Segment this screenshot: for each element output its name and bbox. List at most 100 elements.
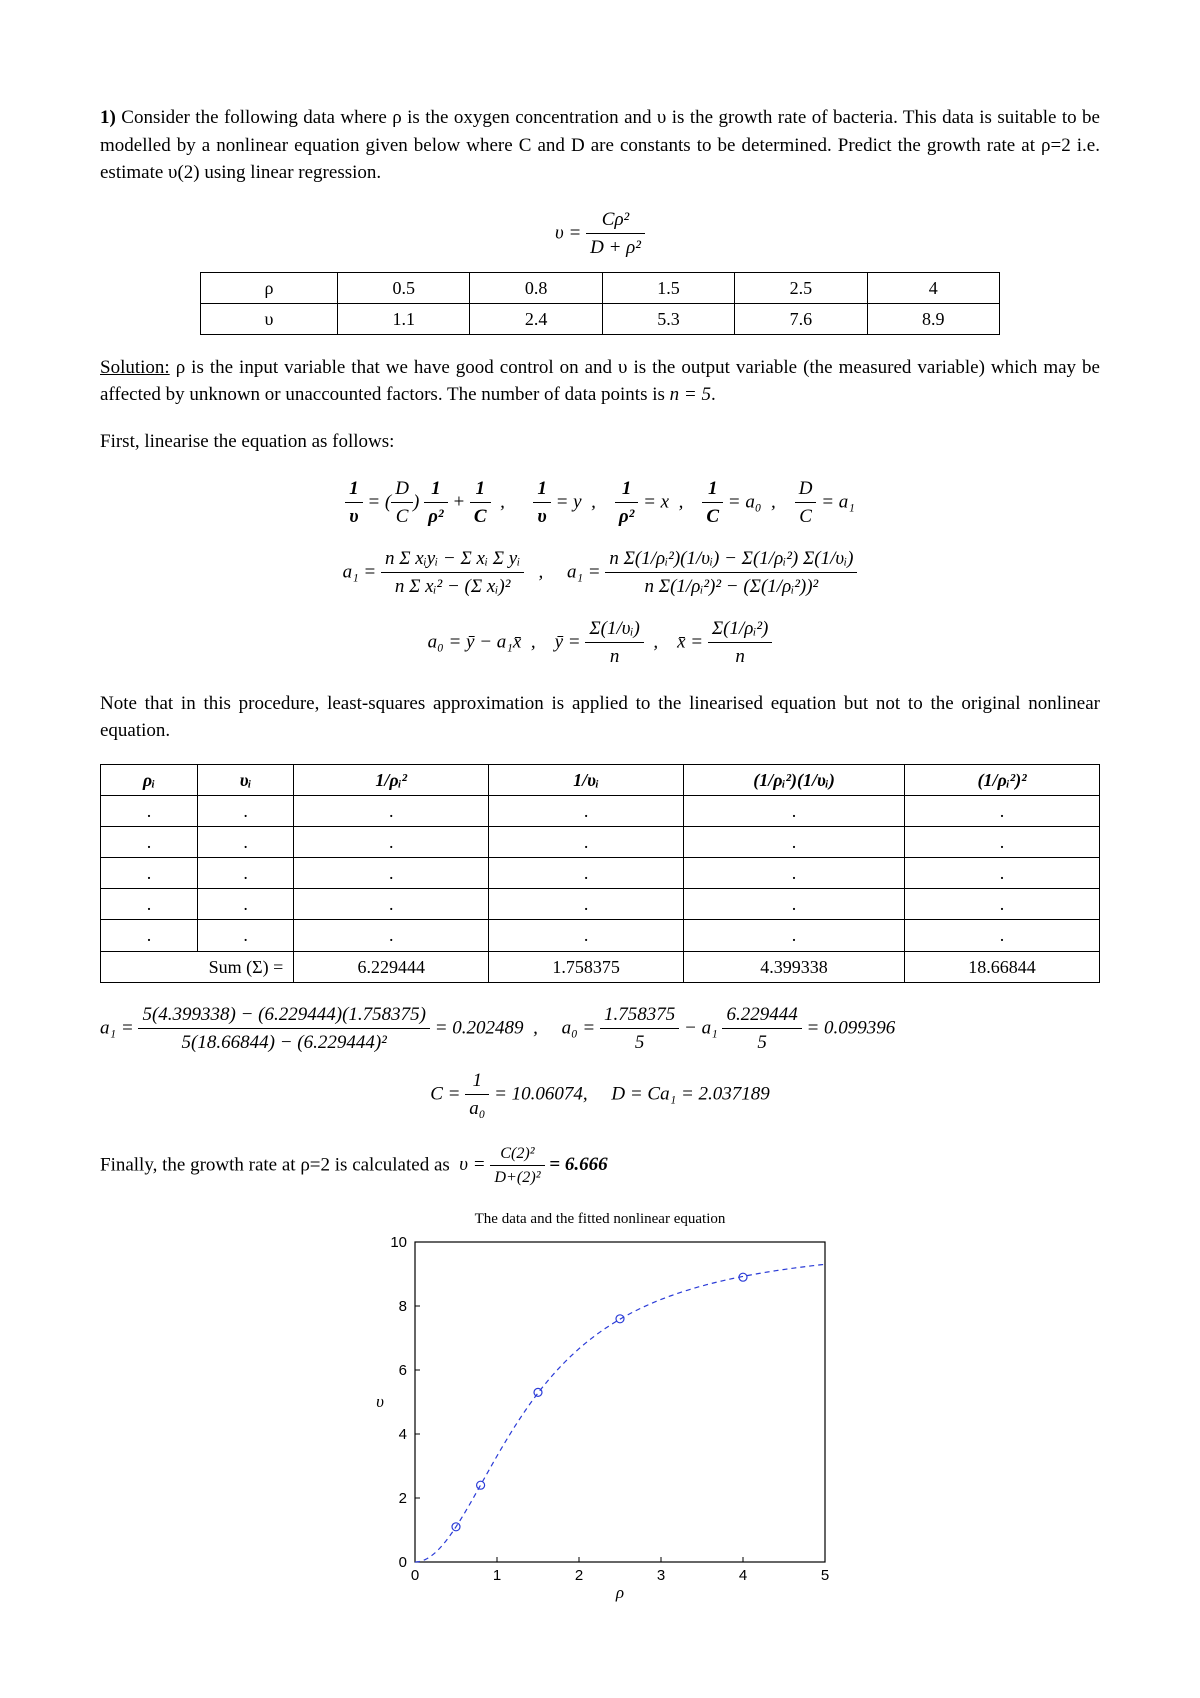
col-h: (1/ρᵢ²)²: [905, 764, 1100, 795]
fd: C: [391, 502, 413, 531]
fd: n: [585, 642, 643, 671]
val: = 10.06074,: [494, 1083, 588, 1104]
cell: 8.9: [867, 303, 999, 334]
calc-line2: C = 1a₀ = 10.06074, D = Ca₁ = 2.037189: [100, 1067, 1100, 1123]
svg-text:2: 2: [399, 1490, 407, 1507]
svg-text:υ: υ: [376, 1392, 384, 1411]
fd: υ: [345, 502, 363, 531]
fn: 1: [470, 475, 491, 503]
fd: 5(18.66844) − (6.229444)²: [138, 1028, 430, 1057]
data-table: ρ 0.5 0.8 1.5 2.5 4 υ 1.1 2.4 5.3 7.6 8.…: [200, 272, 1000, 335]
lbl: = y: [556, 491, 582, 512]
fn: 1: [702, 475, 723, 503]
cell: .: [489, 920, 684, 951]
sum-label: Sum (Σ) =: [101, 951, 294, 982]
cell: 0.5: [338, 272, 470, 303]
svg-text:1: 1: [493, 1567, 501, 1584]
lbl: = a₁: [821, 491, 855, 512]
cell: .: [684, 796, 905, 827]
fd: n Σ xᵢ² − (Σ xᵢ)²: [381, 572, 524, 601]
fn: 1: [424, 475, 447, 503]
lhs: a₁ =: [343, 561, 377, 582]
solution-text: ρ is the input variable that we have goo…: [100, 357, 1100, 406]
fd: n: [708, 642, 773, 671]
note-text: Note that in this procedure, least-squar…: [100, 690, 1100, 745]
fd: C: [470, 502, 491, 531]
cell: 0.8: [470, 272, 602, 303]
cell: .: [684, 920, 905, 951]
cell: .: [905, 889, 1100, 920]
sum-val: 1.758375: [489, 951, 684, 982]
fd: C: [795, 502, 817, 531]
fn: D: [795, 475, 817, 503]
cell: .: [101, 796, 198, 827]
problem-statement: 1) Consider the following data where ρ i…: [100, 104, 1100, 187]
col-h: υᵢ: [198, 764, 294, 795]
fd: n Σ(1/ρᵢ²)² − (Σ(1/ρᵢ²))²: [605, 572, 857, 601]
cell: .: [294, 796, 489, 827]
svg-text:2: 2: [575, 1567, 583, 1584]
fn: C(2)²: [490, 1142, 544, 1165]
col-h: ρᵢ: [101, 764, 198, 795]
cell: .: [101, 889, 198, 920]
linearise-line3: a₀ = ȳ − a₁x̄ , ȳ = Σ(1/υᵢ)n , x̄ = Σ(1/…: [100, 615, 1100, 671]
svg-text:10: 10: [390, 1234, 407, 1251]
sums-header-row: ρᵢ υᵢ 1/ρᵢ² 1/υᵢ (1/ρᵢ²)(1/υᵢ) (1/ρᵢ²)²: [101, 764, 1100, 795]
fd: 5: [600, 1028, 679, 1057]
fn: n Σ xᵢyᵢ − Σ xᵢ Σ yᵢ: [381, 545, 524, 573]
pre: C =: [430, 1083, 460, 1104]
fd: υ: [533, 502, 551, 531]
fn: Σ(1/ρᵢ²): [708, 615, 773, 643]
cell: .: [684, 858, 905, 889]
cell: .: [101, 920, 198, 951]
final-line: Finally, the growth rate at ρ=2 is calcu…: [100, 1142, 1100, 1190]
cell: .: [294, 920, 489, 951]
svg-text:8: 8: [399, 1298, 407, 1315]
chart-title: The data and the fitted nonlinear equati…: [100, 1209, 1100, 1231]
sums-table: ρᵢ υᵢ 1/ρᵢ² 1/υᵢ (1/ρᵢ²)(1/υᵢ) (1/ρᵢ²)² …: [100, 764, 1100, 983]
sum-val: 4.399338: [684, 951, 905, 982]
cell: .: [489, 858, 684, 889]
cell: 1.5: [602, 272, 734, 303]
cell: .: [489, 796, 684, 827]
calc-line1: a₁ = 5(4.399338) − (6.229444)(1.758375)5…: [100, 1001, 1100, 1057]
fd: C: [702, 502, 723, 531]
cell: 7.6: [735, 303, 867, 334]
mid: − a₁: [684, 1017, 718, 1038]
svg-text:5: 5: [821, 1567, 829, 1584]
fd: a₀: [465, 1094, 489, 1123]
fn: n Σ(1/ρᵢ²)(1/υᵢ) − Σ(1/ρᵢ²) Σ(1/υᵢ): [605, 545, 857, 573]
cell: .: [489, 827, 684, 858]
col-h: 1/ρᵢ²: [294, 764, 489, 795]
fn: 6.229444: [722, 1001, 801, 1029]
cell: .: [101, 858, 198, 889]
svg-text:4: 4: [739, 1567, 747, 1584]
svg-text:0: 0: [411, 1567, 419, 1584]
cell: 4: [867, 272, 999, 303]
model-eq-lhs: υ =: [555, 222, 581, 243]
cell: .: [905, 920, 1100, 951]
val: = 6.666: [549, 1154, 607, 1175]
cell: .: [294, 889, 489, 920]
table-row: ......: [101, 858, 1100, 889]
col-h: (1/ρᵢ²)(1/υᵢ): [684, 764, 905, 795]
svg-text:3: 3: [657, 1567, 665, 1584]
sums-total-row: Sum (Σ) = 6.229444 1.758375 4.399338 18.…: [101, 951, 1100, 982]
a0: a₀ = ȳ − a₁x̄: [428, 631, 522, 652]
val: D = Ca₁ = 2.037189: [611, 1083, 769, 1104]
chart-container: The data and the fitted nonlinear equati…: [100, 1209, 1100, 1611]
cell: 2.4: [470, 303, 602, 334]
fn: 5(4.399338) − (6.229444)(1.758375): [138, 1001, 430, 1029]
cell: .: [294, 827, 489, 858]
fn: 1: [533, 475, 551, 503]
cell: .: [684, 889, 905, 920]
fn: Σ(1/υᵢ): [585, 615, 643, 643]
lhs: υ =: [459, 1154, 485, 1175]
lhs: a₁ =: [567, 561, 601, 582]
model-eq-num: Cρ²: [586, 206, 645, 234]
svg-text:0: 0: [399, 1554, 407, 1571]
data-row-rho: ρ 0.5 0.8 1.5 2.5 4: [201, 272, 1000, 303]
cell: .: [198, 858, 294, 889]
cell: .: [198, 827, 294, 858]
linearise-line1: 1υ = (DC) 1ρ² + 1C , 1υ = y , 1ρ² = x , …: [100, 475, 1100, 531]
